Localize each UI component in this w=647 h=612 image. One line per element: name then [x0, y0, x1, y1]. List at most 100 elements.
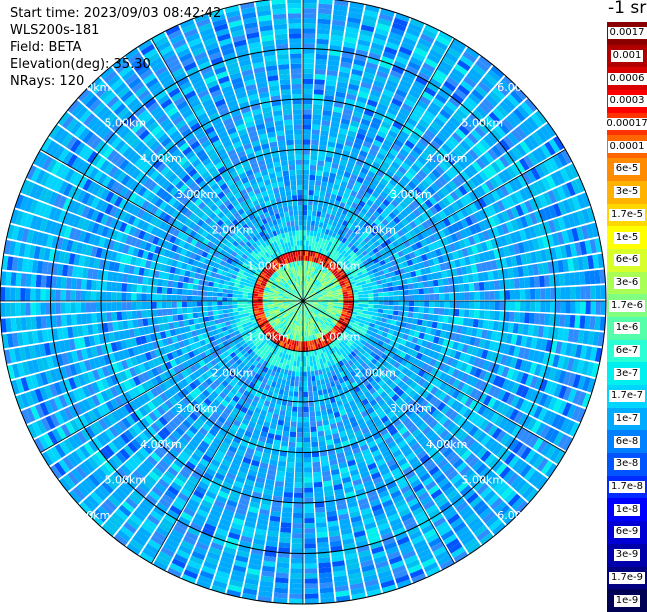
ppi-cell — [414, 307, 419, 313]
ppi-cell — [282, 436, 289, 442]
ppi-cell — [248, 307, 253, 310]
ppi-cell — [178, 314, 184, 320]
ppi-cell — [300, 331, 302, 336]
ppi-cell — [162, 316, 168, 323]
ppi-cell — [313, 467, 321, 473]
ppi-cell — [285, 477, 294, 483]
ppi-cell — [392, 315, 398, 320]
ppi-cell — [304, 493, 313, 498]
ppi-cell — [299, 382, 303, 387]
ppi-cell — [132, 284, 138, 292]
ppi-cell — [172, 281, 178, 288]
ppi-cell — [318, 390, 323, 396]
ppi-cell — [283, 431, 290, 437]
ppi-cell — [253, 304, 258, 307]
ppi-cell — [167, 288, 172, 295]
ppi-cell — [316, 517, 326, 523]
ppi-cell — [304, 508, 314, 513]
ppi-cell — [66, 302, 71, 313]
ppi-cell — [162, 309, 168, 316]
ppi-cell — [285, 385, 290, 391]
ppi-cell — [565, 301, 570, 313]
ppi-cell — [219, 318, 225, 323]
ppi-cell — [306, 351, 309, 356]
ppi-cell — [300, 356, 303, 361]
ppi-cell — [81, 302, 86, 312]
ppi-cell — [207, 297, 212, 301]
ppi-cell — [500, 301, 505, 310]
ppi-cell — [290, 432, 297, 437]
ppi-cell — [353, 306, 358, 309]
ppi-cell — [258, 301, 263, 303]
ppi-cell — [258, 297, 263, 299]
ppi-cell — [376, 317, 382, 322]
ppi-cell — [167, 316, 173, 323]
ppi-cell — [167, 302, 172, 308]
ppi-cell — [315, 507, 325, 513]
ppi-cell — [304, 472, 312, 477]
ppi-cell — [293, 518, 303, 523]
ppi-cell — [409, 307, 414, 312]
ppi-cell — [35, 289, 40, 301]
ppi-cell — [25, 303, 30, 316]
ppi-cell — [248, 296, 253, 299]
ppi-cell — [157, 279, 163, 286]
ppi-cell — [247, 301, 252, 304]
ppi-cell — [111, 302, 116, 311]
ppi-cell — [322, 471, 331, 477]
ppi-cell — [146, 302, 151, 309]
ppi-cell — [298, 351, 301, 356]
ppi-cell — [35, 303, 40, 315]
ppi-cell — [20, 303, 25, 316]
ppi-cell — [289, 437, 296, 443]
ppi-cell — [162, 294, 167, 301]
ppi-cell — [220, 322, 226, 327]
ppi-cell — [515, 301, 520, 311]
ppi-cell — [293, 523, 303, 528]
ppi-cell — [294, 488, 303, 493]
ppi-cell — [343, 303, 348, 305]
ppi-cell — [197, 296, 202, 301]
ppi-cell — [298, 407, 303, 412]
ppi-cell — [309, 396, 314, 401]
ppi-cell — [308, 381, 312, 386]
ppi-cell — [444, 308, 450, 315]
ppi-cell — [61, 315, 67, 326]
ppi-cell — [294, 356, 297, 361]
ppi-cell — [208, 287, 214, 292]
ppi-cell — [534, 313, 540, 324]
ppi-cell — [279, 456, 287, 462]
ppi-cell — [173, 315, 179, 322]
ppi-cell — [126, 293, 131, 301]
ppi-cell — [292, 412, 298, 417]
ppi-cell — [167, 295, 172, 301]
ppi-cell — [280, 410, 286, 416]
ppi-cell — [212, 297, 217, 301]
ppi-cell — [162, 287, 168, 294]
ppi-cell — [30, 288, 35, 301]
ppi-cell — [305, 599, 319, 604]
ppi-cell — [303, 346, 305, 351]
ppi-cell — [298, 412, 303, 417]
ppi-cell — [297, 356, 300, 361]
ppi-cell — [276, 476, 285, 482]
ppi-cell — [478, 319, 484, 328]
ppi-cell — [310, 366, 314, 371]
ppi-cell — [304, 437, 311, 442]
ppi-cell — [304, 488, 313, 493]
ppi-cell — [281, 441, 288, 447]
ppi-cell — [183, 320, 189, 326]
ppi-cell — [438, 315, 444, 322]
ppi-cell — [243, 292, 248, 295]
ppi-cell — [311, 376, 315, 381]
ppi-cell — [311, 432, 318, 438]
ppi-cell — [277, 557, 289, 563]
ppi-cell — [222, 293, 227, 297]
ppi-cell — [314, 487, 323, 493]
ppi-cell — [208, 282, 214, 287]
ppi-cell — [317, 537, 328, 543]
ppi-cell — [305, 558, 317, 563]
ppi-cell — [281, 522, 292, 528]
ppi-cell — [320, 379, 325, 385]
ppi-cell — [178, 321, 184, 328]
